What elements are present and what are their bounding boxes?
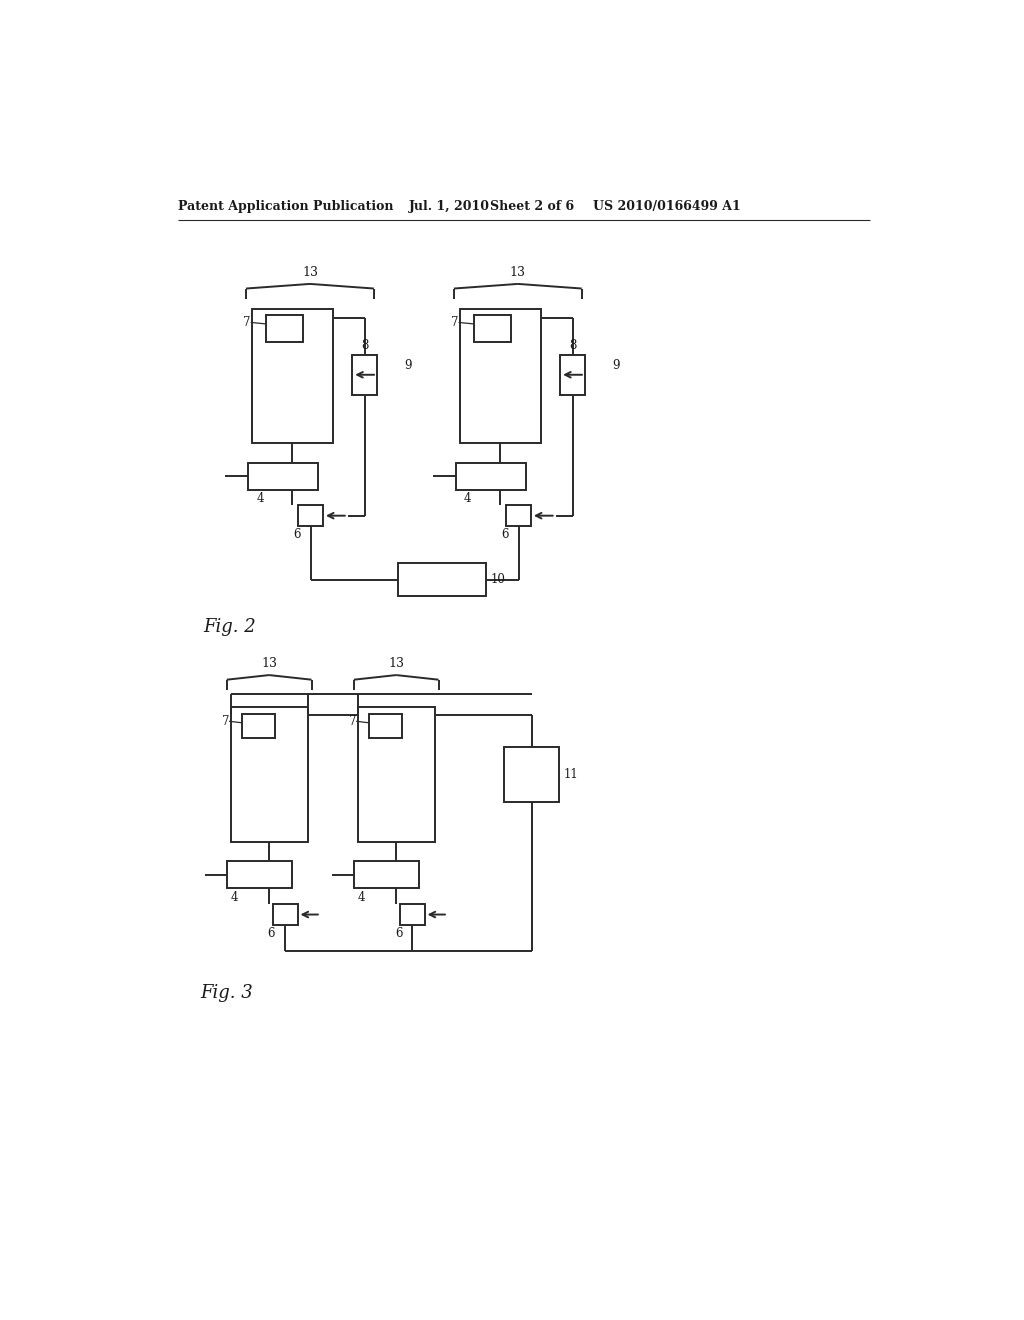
Bar xyxy=(352,355,377,395)
Bar xyxy=(460,309,541,444)
Bar xyxy=(457,462,525,490)
Text: 6: 6 xyxy=(267,927,275,940)
Text: Jul. 1, 2010: Jul. 1, 2010 xyxy=(410,199,490,213)
Bar xyxy=(252,309,333,444)
Text: 13: 13 xyxy=(302,267,318,280)
Text: 11: 11 xyxy=(564,768,579,781)
Bar xyxy=(370,714,401,738)
Bar xyxy=(504,747,559,803)
Bar xyxy=(226,862,292,888)
Text: 13: 13 xyxy=(388,657,404,671)
Text: 6: 6 xyxy=(501,528,509,541)
Text: 4: 4 xyxy=(357,891,366,904)
Text: 6: 6 xyxy=(293,528,301,541)
Bar xyxy=(243,714,274,738)
Bar xyxy=(266,314,303,342)
Bar xyxy=(249,462,317,490)
Text: 6: 6 xyxy=(395,927,402,940)
Text: 13: 13 xyxy=(510,267,526,280)
Bar xyxy=(273,904,298,925)
Text: 8: 8 xyxy=(569,339,577,352)
Text: 7: 7 xyxy=(348,714,356,727)
Text: 4: 4 xyxy=(256,492,263,506)
Text: Fig. 3: Fig. 3 xyxy=(200,985,253,1002)
Text: 9: 9 xyxy=(611,359,620,372)
Text: 10: 10 xyxy=(490,573,506,586)
Text: 7: 7 xyxy=(221,714,229,727)
Bar xyxy=(560,355,585,395)
Text: 7: 7 xyxy=(243,315,251,329)
Bar xyxy=(354,862,419,888)
Bar xyxy=(298,506,323,527)
Text: Sheet 2 of 6: Sheet 2 of 6 xyxy=(490,199,574,213)
Bar xyxy=(397,564,486,595)
Bar xyxy=(506,506,531,527)
Bar xyxy=(400,904,425,925)
Bar xyxy=(357,708,435,842)
Text: 8: 8 xyxy=(360,339,369,352)
Text: 7: 7 xyxy=(452,315,459,329)
Text: Patent Application Publication: Patent Application Publication xyxy=(178,199,394,213)
Text: 4: 4 xyxy=(230,891,239,904)
Bar xyxy=(230,708,307,842)
Text: 13: 13 xyxy=(261,657,278,671)
Text: 4: 4 xyxy=(464,492,472,506)
Text: US 2010/0166499 A1: US 2010/0166499 A1 xyxy=(593,199,740,213)
Text: Fig. 2: Fig. 2 xyxy=(204,618,256,635)
Bar xyxy=(474,314,511,342)
Text: 9: 9 xyxy=(403,359,412,372)
